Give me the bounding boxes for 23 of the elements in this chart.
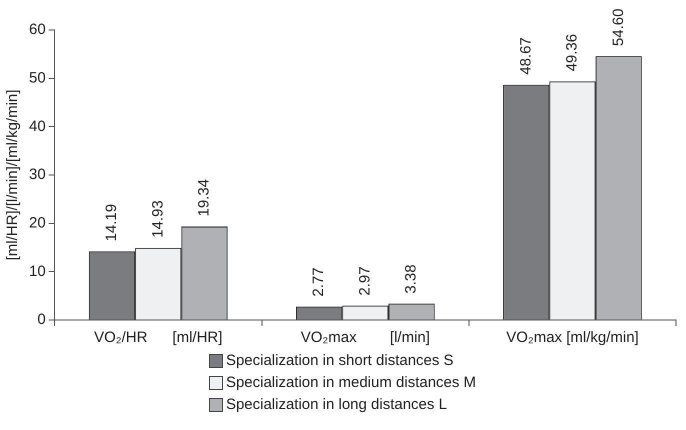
legend-label: Specialization in medium distances M	[226, 373, 476, 393]
y-axis-title: [ml/HR]/[l/min]/[ml/kg/min]	[4, 90, 22, 260]
data-label: 48.67	[517, 37, 534, 75]
data-label: 54.60	[610, 8, 627, 46]
x-tick-label: VO₂max [l/min]	[300, 329, 430, 346]
y-tick-label: 50	[28, 69, 46, 86]
y-tick-label: 60	[28, 21, 46, 38]
data-label: 2.97	[356, 266, 374, 296]
data-label: 3.38	[402, 264, 420, 294]
x-tick-label: VO₂max [ml/kg/min]	[506, 329, 639, 346]
y-tick-label: 40	[28, 118, 46, 135]
legend-label: Specialization in long distances L	[226, 395, 447, 415]
y-tick-label: 20	[28, 214, 46, 232]
data-label: 14.19	[103, 204, 120, 242]
data-label: 2.77	[310, 267, 328, 297]
x-tick-label: VO₂/HR [ml/HR]	[94, 329, 222, 346]
data-label: 19.34	[196, 178, 213, 217]
y-tick-label: 0	[37, 311, 46, 328]
y-tick-label: 10	[28, 262, 46, 280]
y-tick-label: 30	[28, 166, 46, 184]
data-label: 49.36	[564, 34, 581, 72]
data-label: 14.93	[149, 200, 166, 238]
legend-label: Specialization in short distances S	[226, 351, 454, 371]
